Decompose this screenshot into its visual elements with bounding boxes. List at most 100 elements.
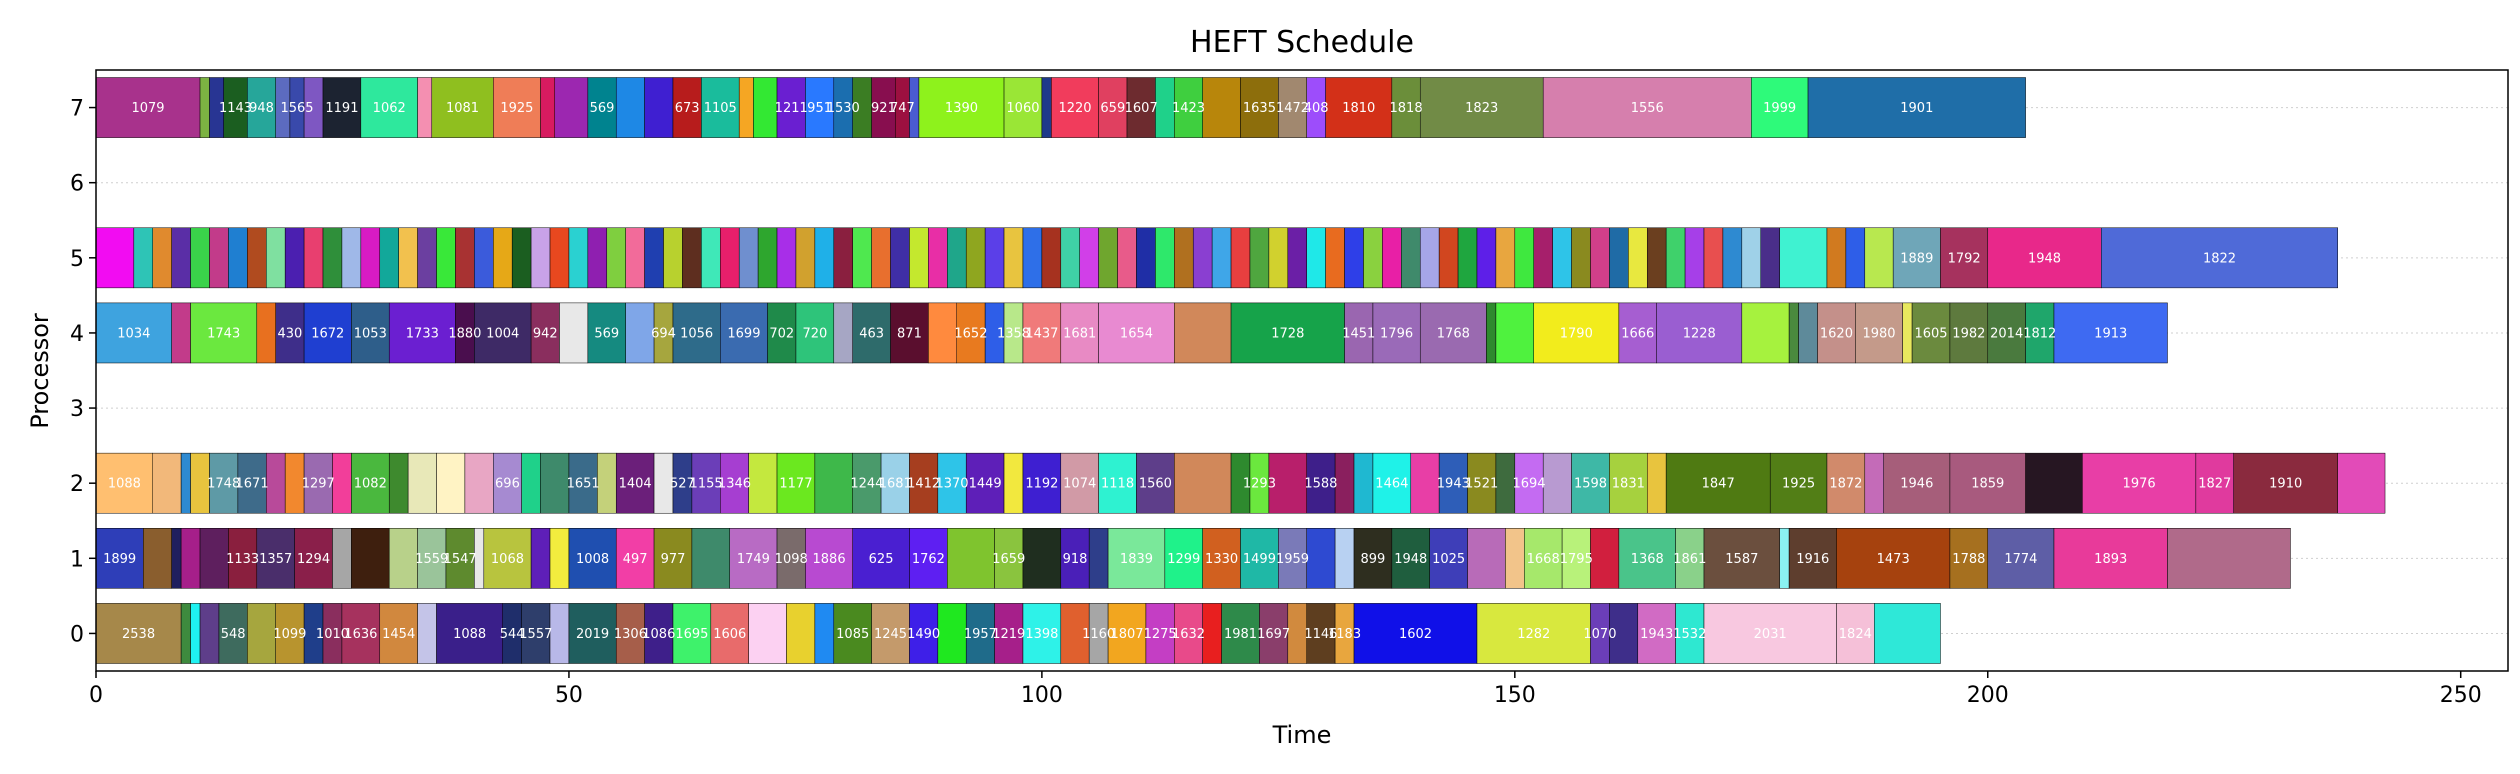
task-label: 1748 bbox=[207, 477, 240, 492]
task-bar bbox=[2195, 452, 2234, 514]
task-bar bbox=[625, 227, 645, 289]
task-label: 1062 bbox=[373, 101, 406, 116]
task-bar bbox=[1788, 528, 1837, 589]
task-bar bbox=[767, 302, 797, 364]
task-bars bbox=[95, 77, 2386, 664]
task-bar bbox=[417, 227, 437, 289]
task-label: 1228 bbox=[1683, 326, 1716, 341]
task-bar bbox=[672, 603, 712, 664]
task-bar bbox=[1665, 452, 1771, 514]
task-bar bbox=[852, 452, 882, 514]
task-bar bbox=[1353, 452, 1374, 514]
task-bar bbox=[1514, 227, 1534, 289]
task-bar bbox=[1202, 77, 1241, 138]
task-bar bbox=[1476, 603, 1591, 664]
task-bar bbox=[493, 452, 522, 514]
task-bar bbox=[1306, 528, 1336, 589]
task-bar bbox=[672, 77, 702, 138]
task-bar bbox=[1902, 302, 1913, 364]
task-bar bbox=[1278, 77, 1307, 138]
task-bar bbox=[1883, 452, 1951, 514]
task-label: 1245 bbox=[874, 627, 907, 642]
task-bar bbox=[644, 77, 674, 138]
task-label: 1652 bbox=[954, 326, 987, 341]
task-bar bbox=[852, 528, 910, 589]
task-bar bbox=[1003, 452, 1024, 514]
task-label: 1790 bbox=[1560, 326, 1593, 341]
task-bar bbox=[625, 302, 655, 364]
task-label: 1818 bbox=[1390, 101, 1423, 116]
task-label: 720 bbox=[802, 326, 827, 341]
task-bar bbox=[303, 227, 324, 289]
task-bar bbox=[738, 77, 754, 138]
task-bar bbox=[890, 302, 929, 364]
task-label: 1910 bbox=[2269, 477, 2302, 492]
task-label: 1943 bbox=[1437, 477, 1470, 492]
y-tick-label: 0 bbox=[70, 622, 84, 647]
task-bar bbox=[417, 77, 433, 138]
task-bar bbox=[540, 452, 570, 514]
task-label: 1275 bbox=[1144, 627, 1177, 642]
task-label: 1810 bbox=[1342, 101, 1375, 116]
task-bar bbox=[266, 452, 286, 514]
task-label: 1025 bbox=[1432, 552, 1465, 567]
task-bar bbox=[1107, 603, 1147, 664]
task-bar bbox=[1382, 227, 1402, 289]
task-label: 1788 bbox=[1952, 552, 1985, 567]
y-tick-label: 4 bbox=[70, 322, 84, 347]
y-axis-label: Processor bbox=[26, 313, 54, 429]
task-bar bbox=[937, 452, 967, 514]
task-bar bbox=[1353, 603, 1478, 664]
task-bar bbox=[483, 528, 532, 589]
task-bar bbox=[1098, 227, 1118, 289]
task-label: 1155 bbox=[690, 477, 723, 492]
task-bar bbox=[1741, 227, 1762, 289]
task-bar bbox=[1798, 302, 1818, 364]
task-bar bbox=[2025, 452, 2083, 514]
task-bar bbox=[1268, 227, 1289, 289]
task-bar bbox=[615, 528, 655, 589]
task-label: 1297 bbox=[302, 477, 335, 492]
task-bar bbox=[388, 528, 418, 589]
task-bar bbox=[1987, 528, 2055, 589]
task-bar bbox=[1845, 227, 1866, 289]
task-label: 1098 bbox=[775, 552, 808, 567]
task-label: 569 bbox=[594, 326, 619, 341]
task-bar bbox=[1041, 227, 1062, 289]
task-label: 1070 bbox=[1583, 627, 1616, 642]
task-bar bbox=[928, 302, 958, 364]
task-bar bbox=[464, 452, 494, 514]
task-bar bbox=[171, 302, 191, 364]
task-bar bbox=[275, 603, 305, 664]
task-label: 1081 bbox=[446, 101, 479, 116]
task-bar bbox=[294, 528, 333, 589]
task-bar bbox=[1164, 528, 1203, 589]
task-bar bbox=[1987, 302, 2026, 364]
task-bar bbox=[228, 528, 258, 589]
task-bar bbox=[833, 603, 872, 664]
task-bar bbox=[1609, 603, 1639, 664]
task-bar bbox=[615, 603, 645, 664]
task-bar bbox=[398, 227, 418, 289]
task-bar bbox=[1174, 77, 1203, 138]
task-label: 1733 bbox=[406, 326, 439, 341]
task-bar bbox=[417, 528, 447, 589]
task-label: 1530 bbox=[827, 101, 860, 116]
x-axis-label: Time bbox=[1272, 721, 1332, 749]
task-label: 1695 bbox=[675, 627, 708, 642]
task-label: 1294 bbox=[297, 552, 330, 567]
task-bar bbox=[1590, 528, 1620, 589]
task-label: 1293 bbox=[1243, 477, 1276, 492]
task-bar bbox=[748, 452, 778, 514]
task-bar bbox=[171, 528, 182, 589]
task-label: 918 bbox=[1063, 552, 1088, 567]
task-bar bbox=[1344, 302, 1374, 364]
task-bar bbox=[738, 227, 759, 289]
task-label: 1948 bbox=[2028, 251, 2061, 266]
task-label: 1346 bbox=[718, 477, 751, 492]
task-bar bbox=[1003, 77, 1043, 138]
task-bar bbox=[1486, 302, 1497, 364]
task-bar bbox=[341, 227, 362, 289]
task-label: 1370 bbox=[935, 477, 968, 492]
